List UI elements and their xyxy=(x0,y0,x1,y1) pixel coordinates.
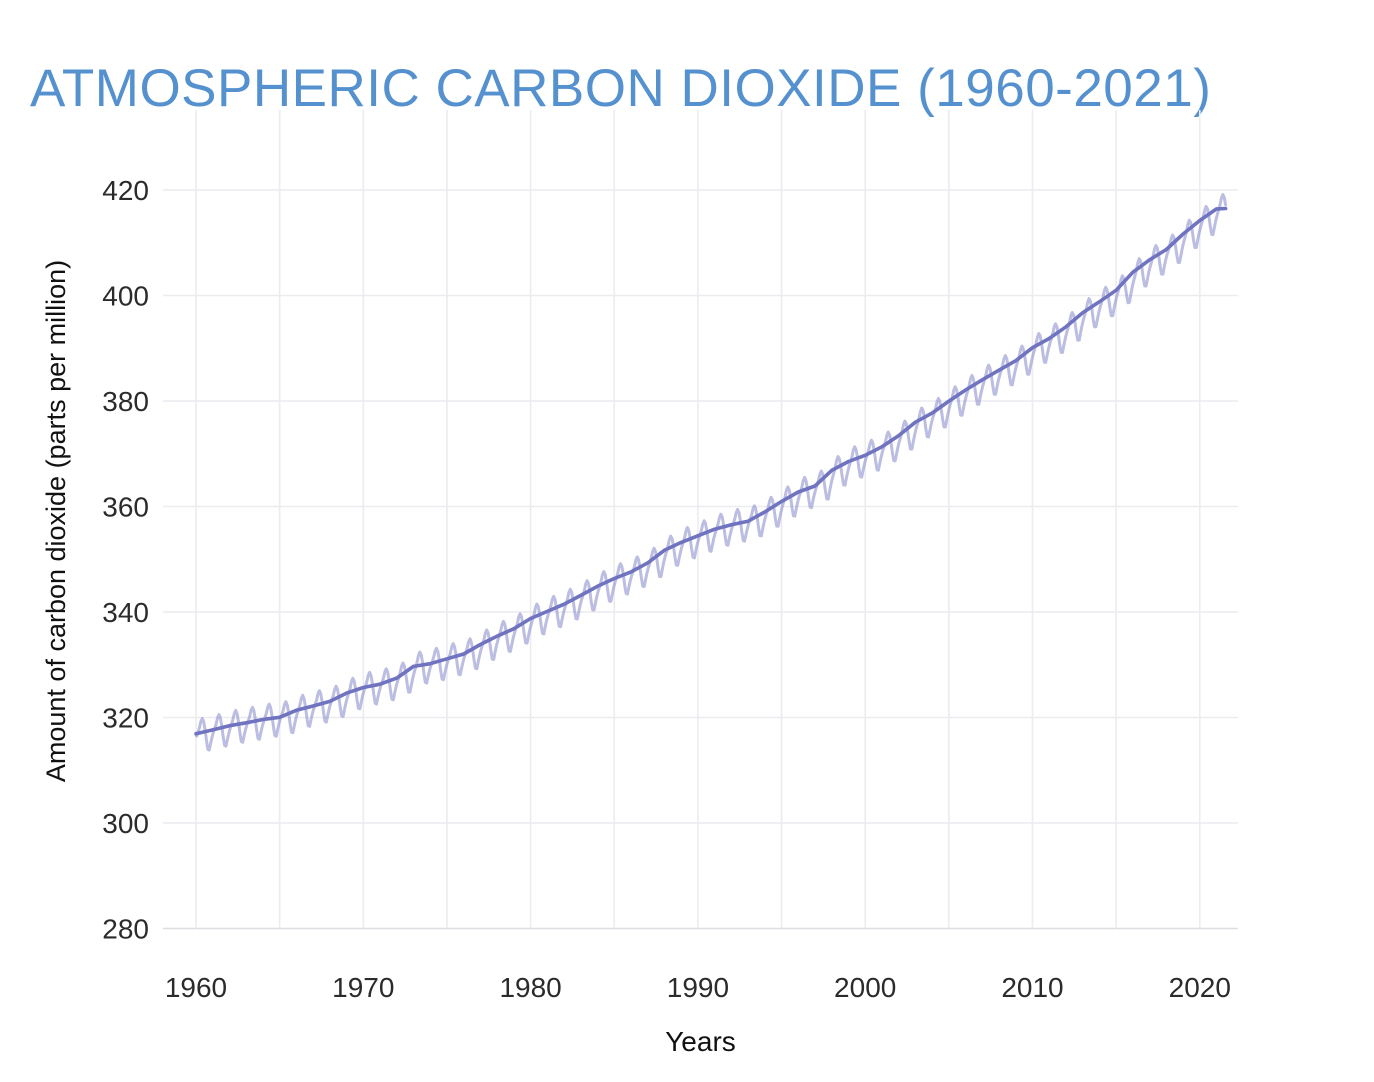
seasonal-line xyxy=(195,193,1228,752)
x-tick-label: 2000 xyxy=(834,972,896,1003)
trend-line xyxy=(194,206,1228,736)
x-axis-title: Years xyxy=(665,1026,736,1057)
x-tick-label: 2020 xyxy=(1169,972,1231,1003)
x-tick-label: 1990 xyxy=(667,972,729,1003)
x-tick-label: 2010 xyxy=(1001,972,1063,1003)
y-tick-label: 400 xyxy=(102,281,149,312)
x-tick-label: 1960 xyxy=(165,972,227,1003)
chart-title: ATMOSPHERIC CARBON DIOXIDE (1960-2021) xyxy=(30,58,1212,118)
y-tick-label: 340 xyxy=(102,597,149,628)
y-tick-label: 280 xyxy=(102,914,149,945)
y-tick-label: 360 xyxy=(102,492,149,523)
x-tick-label: 1970 xyxy=(332,972,394,1003)
x-tick-label: 1980 xyxy=(499,972,561,1003)
y-tick-label: 380 xyxy=(102,386,149,417)
y-tick-label: 420 xyxy=(102,175,149,206)
y-tick-label: 300 xyxy=(102,808,149,839)
y-tick-label: 320 xyxy=(102,703,149,734)
